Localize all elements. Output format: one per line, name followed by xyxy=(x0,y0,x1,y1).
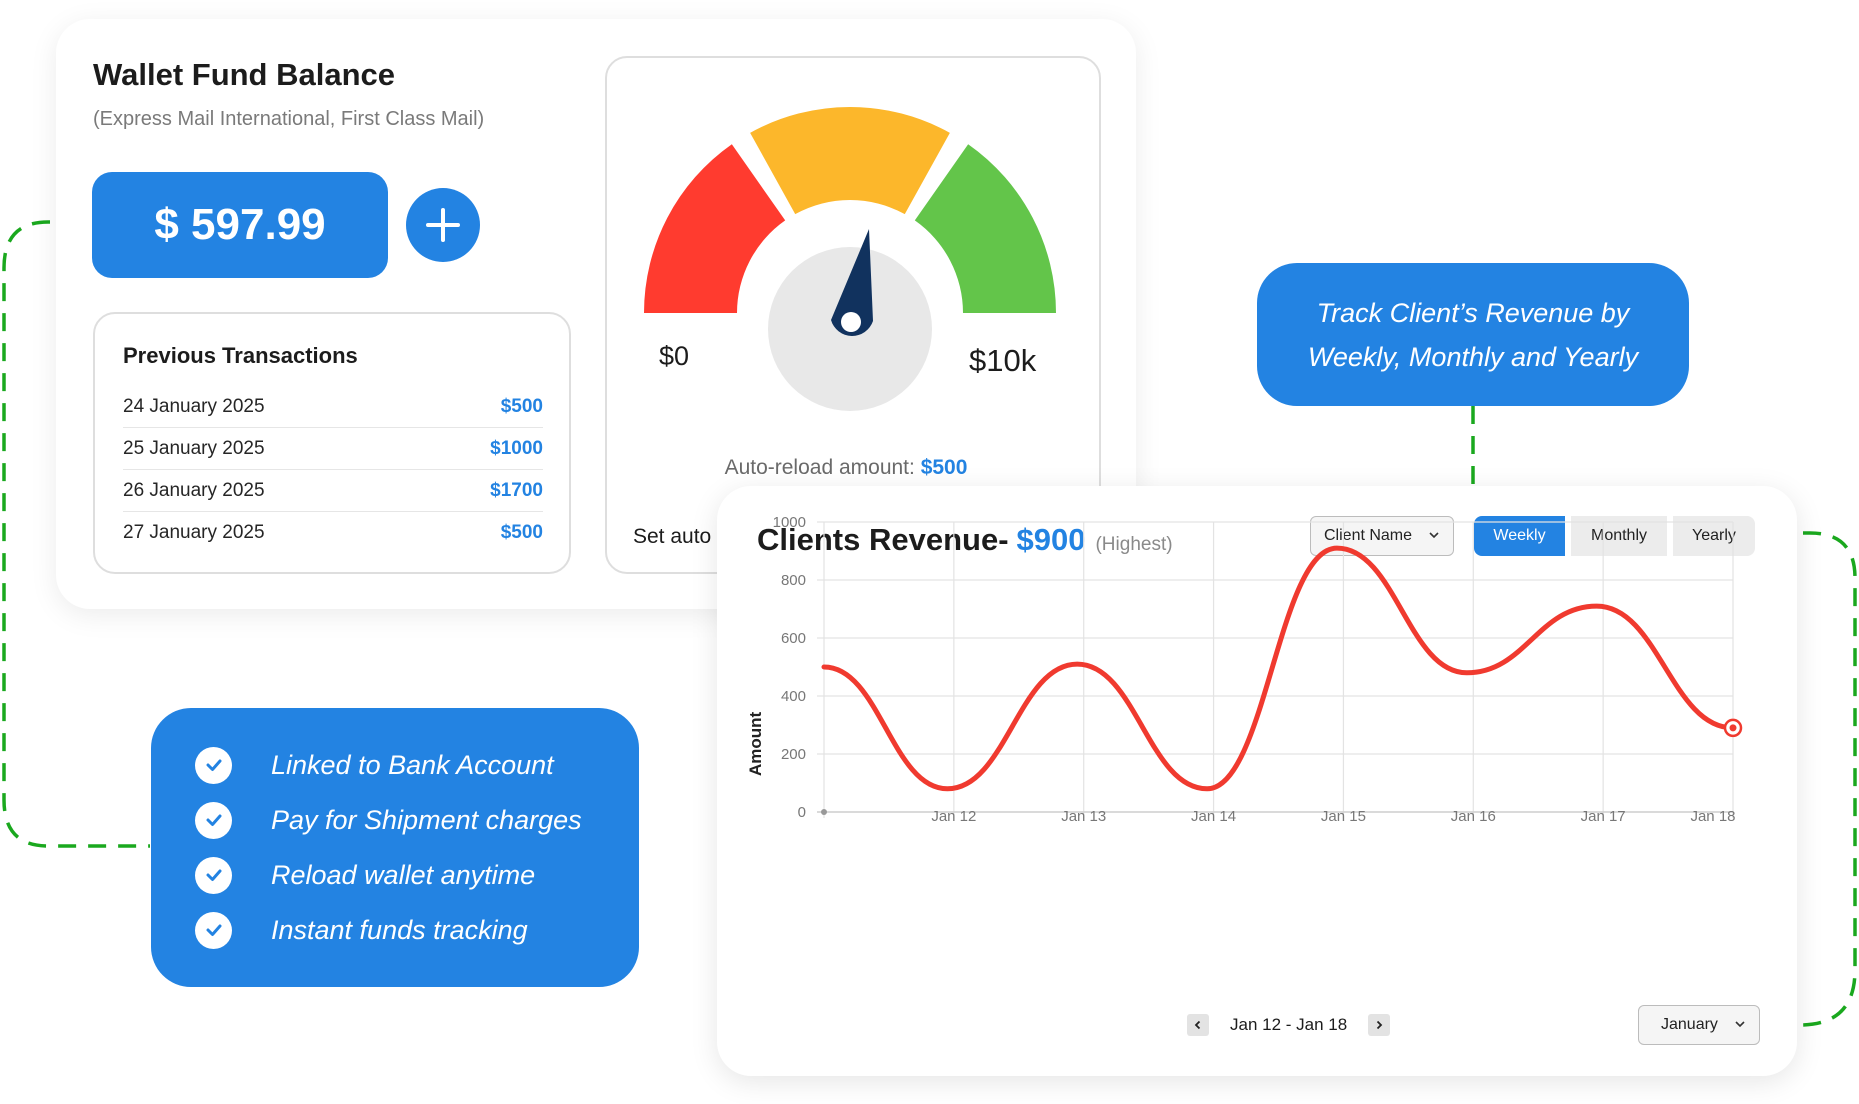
gauge-segment xyxy=(644,144,786,313)
revenue-title-text: Clients Revenue- xyxy=(757,522,1009,557)
date-range-pager: Jan 12 - Jan 18 xyxy=(1187,1014,1391,1036)
revenue-line-chart: 0 200 400 600 800 1000 Jan 12 Jan 13 Jan 14 Jan … xyxy=(773,514,1743,825)
y-tick-label: 1000 xyxy=(773,514,806,531)
gauge-segment xyxy=(914,144,1056,313)
x-tick-label: Jan 15 xyxy=(1321,808,1366,825)
transactions-title: Previous Transactions xyxy=(123,343,358,368)
transaction-date: 25 January 2025 xyxy=(123,437,265,459)
x-tick-label: Jan 16 xyxy=(1451,808,1496,825)
balance-display: $ 597.99 xyxy=(92,172,388,278)
client-select-value: Client Name xyxy=(1324,527,1413,544)
transaction-amount: $1700 xyxy=(490,479,543,501)
x-tick-label: Jan 12 xyxy=(931,808,976,825)
transaction-row: 26 January 2025 $1700 xyxy=(123,470,543,512)
transaction-date: 26 January 2025 xyxy=(123,479,265,501)
feature-item: Pay for Shipment charges xyxy=(195,800,582,840)
clients-revenue-card: Clients Revenue- $900 (Highest) Client N… xyxy=(717,486,1797,1076)
feature-item: Reload wallet anytime xyxy=(195,855,535,895)
auto-reload-gauge-panel: $0 $10k Auto-reload amount: $500 Set aut… xyxy=(605,56,1101,574)
transaction-row: 24 January 2025 $500 xyxy=(123,386,543,428)
client-name-select[interactable]: Client Name xyxy=(1310,516,1454,556)
feature-label: Reload wallet anytime xyxy=(271,859,536,890)
revenue-highest-value: $900 xyxy=(1016,522,1086,557)
check-icon xyxy=(195,746,232,784)
previous-week-button[interactable] xyxy=(1187,1014,1209,1036)
revenue-tracking-callout: Track Client’s Revenue by Weekly, Monthl… xyxy=(1257,263,1689,406)
gauge-needle xyxy=(831,229,873,336)
month-select-value: January xyxy=(1661,1016,1718,1033)
gauge-segment xyxy=(750,106,950,215)
y-tick-label: 0 xyxy=(798,804,806,821)
wallet-subtitle: (Express Mail International, First Class… xyxy=(93,108,485,130)
chevron-left-icon xyxy=(1194,1020,1201,1030)
wallet-features-panel: Linked to Bank Account Pay for Shipment … xyxy=(151,708,639,987)
previous-transactions-panel: Previous Transactions 24 January 2025 $5… xyxy=(93,312,571,574)
callout-line-1: Track Client’s Revenue by xyxy=(1316,297,1630,328)
x-tick-label: Jan 18 xyxy=(1690,808,1735,825)
axis-origin-dot xyxy=(821,809,827,815)
transactions-list: 24 January 2025 $500 25 January 2025 $10… xyxy=(123,386,543,554)
feature-label: Pay for Shipment charges xyxy=(271,804,582,835)
check-icon xyxy=(195,911,232,949)
gauge-min-label: $0 xyxy=(659,341,690,371)
plus-icon xyxy=(426,208,460,242)
revenue-highest-note: (Highest) xyxy=(1095,534,1173,555)
tab-yearly[interactable]: Yearly xyxy=(1673,516,1755,556)
y-tick-label: 800 xyxy=(781,572,806,589)
auto-reload-text: Auto-reload amount: $500 xyxy=(607,456,1085,480)
chevron-down-icon xyxy=(1735,1021,1745,1028)
y-tick-label: 400 xyxy=(781,688,806,705)
feature-item: Instant funds tracking xyxy=(195,910,528,950)
transaction-row: 27 January 2025 $500 xyxy=(123,512,543,554)
transaction-date: 24 January 2025 xyxy=(123,395,265,417)
y-axis-label: Amount xyxy=(746,711,765,776)
feature-item: Linked to Bank Account xyxy=(195,745,554,785)
check-icon xyxy=(195,801,232,839)
feature-label: Instant funds tracking xyxy=(271,914,528,945)
gauge-chart xyxy=(644,106,1056,411)
data-point-marker-center xyxy=(1729,724,1737,732)
transaction-amount: $1000 xyxy=(490,437,543,459)
set-auto-reload-label: Set auto xyxy=(633,525,712,548)
transaction-amount: $500 xyxy=(500,395,543,417)
gauge-max-label: $10k xyxy=(969,343,1037,378)
transaction-amount: $500 xyxy=(500,522,543,543)
date-range-label: Jan 12 - Jan 18 xyxy=(1230,1015,1348,1034)
auto-reload-label: Auto-reload amount: xyxy=(724,456,915,479)
check-icon xyxy=(195,856,232,894)
add-funds-button[interactable] xyxy=(406,188,480,262)
revenue-series-line xyxy=(821,545,1736,792)
auto-reload-value: $500 xyxy=(920,456,968,479)
transaction-row: 25 January 2025 $1000 xyxy=(123,428,543,470)
x-tick-label: Jan 13 xyxy=(1061,808,1106,825)
y-tick-label: 200 xyxy=(781,746,806,763)
feature-label: Linked to Bank Account xyxy=(271,749,554,780)
callout-line-2: Weekly, Monthly and Yearly xyxy=(1307,341,1639,372)
x-tick-label: Jan 14 xyxy=(1191,808,1236,825)
revenue-title: Clients Revenue- $900 (Highest) xyxy=(757,522,1173,558)
tab-monthly[interactable]: Monthly xyxy=(1571,516,1667,556)
next-week-button[interactable] xyxy=(1368,1014,1391,1036)
wallet-title: Wallet Fund Balance xyxy=(93,57,396,92)
transaction-date: 27 January 2025 xyxy=(123,522,265,543)
x-tick-label: Jan 17 xyxy=(1581,808,1626,825)
chevron-down-icon xyxy=(1429,532,1439,539)
period-tabs: Weekly Monthly Yearly xyxy=(1474,516,1755,556)
chevron-right-icon xyxy=(1377,1020,1383,1030)
month-select[interactable]: January xyxy=(1638,1005,1760,1045)
wallet-card: Wallet Fund Balance (Express Mail Intern… xyxy=(56,19,1136,609)
y-tick-label: 600 xyxy=(781,630,806,647)
tab-weekly[interactable]: Weekly xyxy=(1474,516,1565,556)
